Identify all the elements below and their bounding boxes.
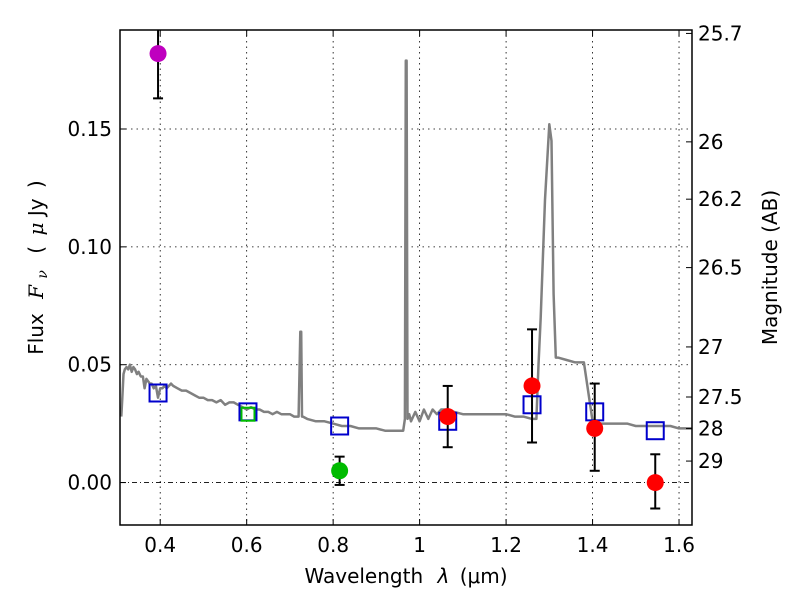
y2-tick-label: 26.2 xyxy=(698,187,743,211)
y-tick-label: 0.10 xyxy=(67,235,112,259)
spectrum-line xyxy=(120,59,692,432)
series-point-5 xyxy=(439,328,664,510)
y-axis-label: Flux F ν ( μ Jy ) xyxy=(24,180,52,355)
model-photometry-square xyxy=(645,421,665,441)
x-axis-label: Wavelength λ (μm) xyxy=(304,564,507,588)
y-tick-label: 0.15 xyxy=(67,117,112,141)
x-tick-label: 0.4 xyxy=(144,533,176,557)
y2-tick-label: 25.7 xyxy=(698,21,743,45)
series-square-2 xyxy=(240,406,256,422)
x-tick-label: 1.2 xyxy=(490,533,522,557)
y-axis-label-subscript: ν xyxy=(35,270,51,279)
y-axis-label-mu: μ xyxy=(24,223,48,236)
y-axis-label-unit: Jy xyxy=(24,198,48,218)
y2-axis-label: Magnitude (AB) xyxy=(758,190,782,345)
observed-photometry-point xyxy=(439,408,457,426)
model-photometry-square xyxy=(330,416,350,436)
x-axis-label-unit: (μm) xyxy=(460,564,508,588)
x-tick-label: 0.6 xyxy=(231,533,263,557)
y-axis-label-text: Flux xyxy=(24,313,48,355)
model-photometry-square xyxy=(240,406,256,422)
plot-area xyxy=(120,30,692,510)
observed-photometry-point xyxy=(331,462,349,480)
observed-photometry-point xyxy=(523,377,541,395)
observed-photometry-point xyxy=(646,474,664,492)
series-line-0 xyxy=(120,59,692,432)
y-axis-label-symbol: F xyxy=(24,284,48,300)
y2-tick-label: 28 xyxy=(698,417,723,441)
model-photometry-square xyxy=(148,383,168,403)
ticks: 0.4 0.6 0.8 1 1.2 1.4 1.6 0.00 0.05 0.10 0.15 25.7 2… xyxy=(67,21,742,557)
series-point-3 xyxy=(149,30,167,100)
y2-tick-label: 26 xyxy=(698,130,723,154)
y2-tick-label: 27 xyxy=(698,335,723,359)
y-axis-label-paren-open: ( xyxy=(24,246,48,254)
x-axis-label-text: Wavelength xyxy=(304,564,423,588)
y2-tick-label: 27.5 xyxy=(698,385,743,409)
y-axis-label-paren-close: ) xyxy=(24,180,48,188)
y2-tick-label: 29 xyxy=(698,449,723,473)
axes-frame xyxy=(119,29,693,526)
x-tick-label: 0.8 xyxy=(317,533,349,557)
y2-tick-label: 26.5 xyxy=(698,256,743,280)
x-tick-label: 1.6 xyxy=(663,533,695,557)
y-tick-label: 0.00 xyxy=(67,471,112,495)
series-point-4 xyxy=(331,455,349,486)
x-tick-label: 1.4 xyxy=(577,533,609,557)
observed-photometry-point xyxy=(586,419,604,437)
observed-photometry-point xyxy=(149,45,167,63)
x-tick-label: 1 xyxy=(413,533,426,557)
x-axis-label-symbol: λ xyxy=(437,564,450,588)
y-tick-label: 0.05 xyxy=(67,353,112,377)
